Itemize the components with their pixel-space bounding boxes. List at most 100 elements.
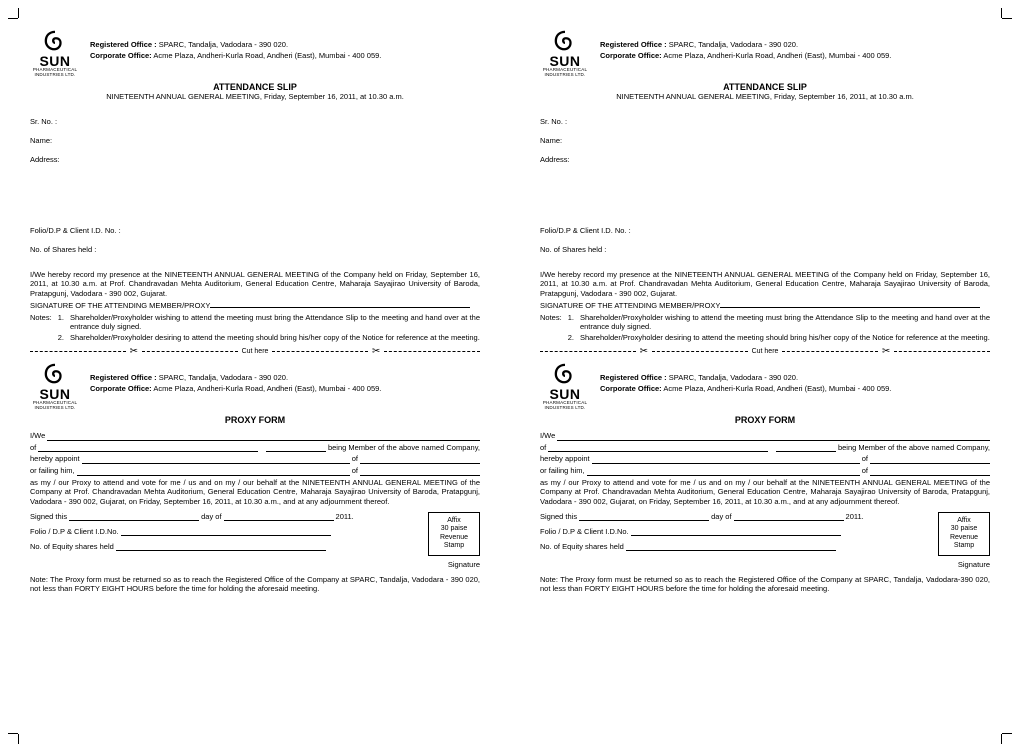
field-srno: Sr. No. : [540, 117, 990, 126]
proxy-iwe: I/We [30, 431, 480, 441]
dayof: day of [201, 512, 221, 521]
field-name: Name: [30, 136, 480, 145]
proxy-iwe: I/We [540, 431, 990, 441]
equity-label: No. of Equity shares held [30, 542, 114, 551]
logo-sub2: INDUSTRIES LTD. [35, 73, 76, 78]
cut-line: ✂ Cut here ✂ [30, 346, 480, 357]
note1-num: 1. [58, 313, 64, 331]
reg-label: Registered Office : [600, 40, 667, 49]
stamp-l3: Revenue [431, 534, 477, 542]
header-text: Registered Office : SPARC, Tandalja, Vad… [600, 363, 990, 394]
logo: SUN PHARMACEUTICAL INDUSTRIES LTD. [30, 363, 80, 411]
signature-label: Signature [428, 560, 480, 569]
notes-label: Notes: [540, 313, 562, 331]
scissor-icon: ✂ [372, 346, 380, 357]
proxy-appoint: hereby appointof [30, 454, 480, 464]
proxy-footnote: Note: The Proxy form must be returned so… [30, 575, 480, 593]
page-left: SUN PHARMACEUTICAL INDUSTRIES LTD. Regis… [0, 0, 510, 752]
corp-value: Acme Plaza, Andheri-Kurla Road, Andheri … [152, 384, 382, 393]
spiral-icon [554, 30, 576, 52]
field-name: Name: [540, 136, 990, 145]
note2-num: 2. [568, 333, 574, 342]
signature-line: SIGNATURE OF THE ATTENDING MEMBER/PROXY [30, 301, 480, 310]
note2-num: 2. [58, 333, 64, 342]
attendance-slip: SUN PHARMACEUTICAL INDUSTRIES LTD. Regis… [30, 30, 480, 342]
logo: SUN PHARMACEUTICAL INDUSTRIES LTD. [30, 30, 80, 78]
sig-label: SIGNATURE OF THE ATTENDING MEMBER/PROXY [540, 301, 720, 310]
corp-label: Corporate Office: [90, 51, 152, 60]
meeting-line: NINETEENTH ANNUAL GENERAL MEETING, Frida… [30, 92, 480, 101]
proxy-of: ofbeing Member of the above named Compan… [540, 443, 990, 453]
logo-brand: SUN [549, 54, 580, 68]
corp-label: Corporate Office: [90, 384, 152, 393]
header-block: SUN PHARMACEUTICAL INDUSTRIES LTD. Regis… [540, 363, 990, 411]
note1-text: Shareholder/Proxyholder wishing to atten… [580, 313, 990, 331]
dayof: day of [711, 512, 731, 521]
stamp-l2: 30 paise [941, 525, 987, 533]
folio-label: Folio / D.P & Client I.D.No. [30, 527, 119, 536]
corp-value: Acme Plaza, Andheri-Kurla Road, Andheri … [152, 51, 382, 60]
signed-col: Signed this day of 2011. Folio / D.P & Cli… [30, 512, 418, 557]
proxy-failing: or failing him,of [540, 466, 990, 476]
reg-label: Registered Office : [90, 40, 157, 49]
proxy-of: ofbeing Member of the above named Compan… [30, 443, 480, 453]
stamp-box: Affix 30 paise Revenue Stamp [938, 512, 990, 556]
stamp-col: Affix 30 paise Revenue Stamp Signature [428, 512, 480, 569]
note-1: Notes: 1. Shareholder/Proxyholder wishin… [30, 313, 480, 331]
reg-label: Registered Office : [90, 373, 157, 382]
field-shares: No. of Shares held : [30, 245, 480, 254]
proxy-form: SUN PHARMACEUTICAL INDUSTRIES LTD. Regis… [540, 363, 990, 593]
spiral-icon [44, 30, 66, 52]
note1-text: Shareholder/Proxyholder wishing to atten… [70, 313, 480, 331]
signed-col: Signed this day of 2011. Folio / D.P & Cli… [540, 512, 928, 557]
logo-brand: SUN [39, 54, 70, 68]
attendance-title: ATTENDANCE SLIP [30, 82, 480, 92]
logo: SUN PHARMACEUTICAL INDUSTRIES LTD. [540, 30, 590, 78]
logo: SUN PHARMACEUTICAL INDUSTRIES LTD. [540, 363, 590, 411]
reg-label: Registered Office : [600, 373, 667, 382]
note-2: Notes: 2. Shareholder/Proxyholder desiri… [540, 333, 990, 342]
note-1: Notes: 1. Shareholder/Proxyholder wishin… [540, 313, 990, 331]
logo-sub2: INDUSTRIES LTD. [545, 73, 586, 78]
sig-label: SIGNATURE OF THE ATTENDING MEMBER/PROXY [30, 301, 210, 310]
sig-underline [210, 307, 470, 308]
stamp-l1: Affix [431, 517, 477, 525]
header-text: Registered Office : SPARC, Tandalja, Vad… [90, 30, 480, 61]
note1-num: 1. [568, 313, 574, 331]
sig-underline [720, 307, 980, 308]
logo-sub2: INDUSTRIES LTD. [35, 406, 76, 411]
reg-value: SPARC, Tandalja, Vadodara - 390 020. [667, 373, 798, 382]
header-text: Registered Office : SPARC, Tandalja, Vad… [600, 30, 990, 61]
year: 2011. [846, 512, 864, 521]
page-right: SUN PHARMACEUTICAL INDUSTRIES LTD. Regis… [510, 0, 1020, 752]
proxy-failing: or failing him,of [30, 466, 480, 476]
corp-label: Corporate Office: [600, 51, 662, 60]
attendance-slip: SUN PHARMACEUTICAL INDUSTRIES LTD. Regis… [540, 30, 990, 342]
scissor-icon: ✂ [130, 346, 138, 357]
signed-label: Signed this [30, 512, 67, 521]
field-address: Address: [540, 155, 990, 164]
meeting-line: NINETEENTH ANNUAL GENERAL MEETING, Frida… [540, 92, 990, 101]
signature-label: Signature [938, 560, 990, 569]
scissor-icon: ✂ [882, 346, 890, 357]
declaration: I/We hereby record my presence at the NI… [30, 270, 480, 298]
logo-brand: SUN [39, 387, 70, 401]
spiral-icon [44, 363, 66, 385]
cut-label: Cut here [752, 348, 779, 355]
proxy-title: PROXY FORM [30, 415, 480, 425]
reg-value: SPARC, Tandalja, Vadodara - 390 020. [667, 40, 798, 49]
proxy-form: SUN PHARMACEUTICAL INDUSTRIES LTD. Regis… [30, 363, 480, 593]
spiral-icon [554, 363, 576, 385]
stamp-col: Affix 30 paise Revenue Stamp Signature [938, 512, 990, 569]
folio-label: Folio / D.P & Client I.D.No. [540, 527, 629, 536]
stamp-l2: 30 paise [431, 525, 477, 533]
year: 2011. [336, 512, 354, 521]
stamp-l4: Stamp [431, 542, 477, 550]
corp-value: Acme Plaza, Andheri-Kurla Road, Andheri … [662, 51, 892, 60]
notes-label: Notes: [30, 313, 52, 331]
signed-label: Signed this [540, 512, 577, 521]
note-2: Notes: 2. Shareholder/Proxyholder desiri… [30, 333, 480, 342]
proxy-body: as my / our Proxy to attend and vote for… [540, 478, 990, 506]
cut-label: Cut here [242, 348, 269, 355]
field-address: Address: [30, 155, 480, 164]
